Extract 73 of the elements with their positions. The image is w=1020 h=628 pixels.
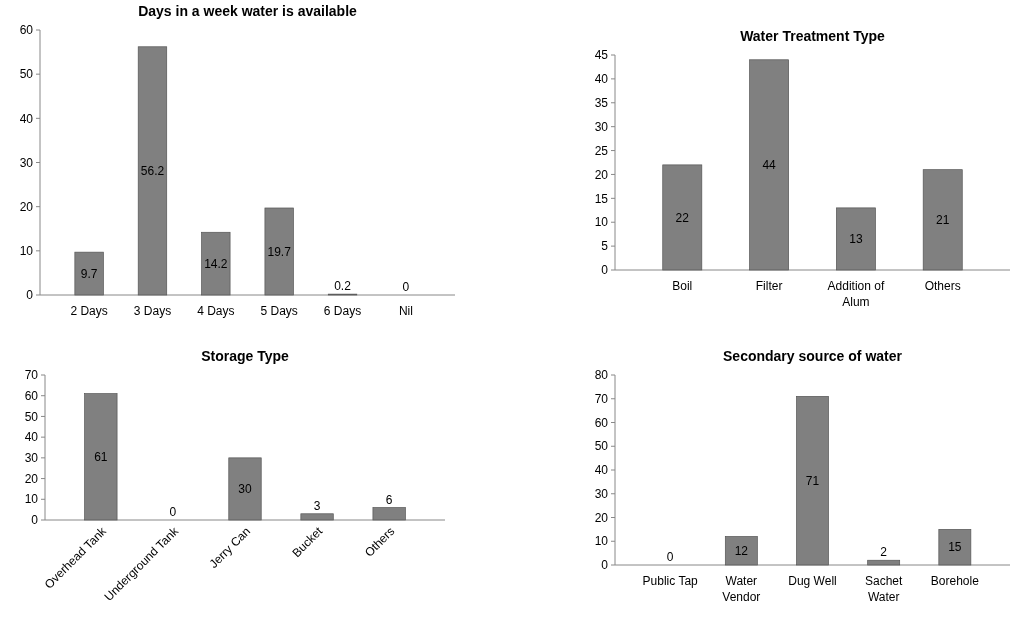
- y-tick-label: 50: [19, 67, 34, 82]
- data-label: 9.7: [80, 266, 98, 281]
- y-tick-label: 70: [594, 391, 609, 406]
- y-tick-label: 25: [594, 143, 609, 158]
- data-label: 13: [849, 232, 863, 247]
- x-tick-label: 2 Days: [70, 304, 108, 318]
- x-tick-label: Others: [924, 279, 961, 293]
- y-tick-label: 20: [594, 510, 609, 525]
- data-label: 61: [94, 450, 108, 465]
- data-label: 3: [313, 498, 321, 513]
- y-tick-label: 0: [601, 558, 609, 573]
- data-label: 12: [734, 543, 749, 558]
- y-tick-label: 40: [594, 72, 609, 87]
- data-label: 22: [675, 210, 690, 225]
- y-tick-label: 20: [24, 471, 39, 486]
- x-tick-label: Public Tap: [642, 574, 699, 588]
- data-label: 0: [169, 505, 177, 520]
- y-tick-label: 10: [24, 492, 39, 507]
- data-label: 0.2: [334, 279, 352, 294]
- x-tick-label: Dug Well: [788, 574, 837, 588]
- y-tick-label: 0: [31, 513, 39, 528]
- chart-title: Secondary source of water: [723, 348, 903, 364]
- chart-title: Water Treatment Type: [740, 28, 886, 44]
- data-label: 56.2: [140, 164, 165, 179]
- y-tick-label: 30: [19, 155, 34, 170]
- y-tick-label: 35: [594, 95, 609, 110]
- y-tick-label: 30: [594, 486, 609, 501]
- data-label: 2: [880, 545, 888, 560]
- y-tick-label: 60: [594, 415, 609, 430]
- y-tick-label: 20: [594, 167, 609, 182]
- x-tick-label: Borehole: [930, 574, 980, 588]
- x-tick-label: Nil: [398, 304, 413, 318]
- y-tick-label: 30: [24, 451, 39, 466]
- data-label: 30: [238, 482, 252, 497]
- chart-title: Storage Type: [201, 348, 290, 364]
- data-label: 19.7: [267, 244, 292, 259]
- x-tick-label: Addition of Alum: [827, 279, 885, 309]
- x-tick-label: Sachet Water: [864, 574, 904, 604]
- x-tick-label: 4 Days: [197, 304, 235, 318]
- y-tick-label: 10: [594, 215, 609, 230]
- y-tick-label: 40: [24, 430, 39, 445]
- x-tick-label: 3 Days: [133, 304, 172, 318]
- data-label: 6: [385, 492, 393, 507]
- data-label: 14.2: [204, 256, 228, 271]
- y-tick-label: 10: [19, 244, 34, 259]
- data-label: 0: [666, 550, 674, 565]
- y-tick-label: 40: [19, 111, 34, 126]
- x-tick-label: Filter: [755, 279, 783, 293]
- y-tick-label: 50: [594, 439, 609, 454]
- x-tick-label: Boil: [672, 279, 693, 293]
- y-tick-label: 30: [594, 119, 609, 134]
- y-tick-label: 0: [26, 288, 34, 303]
- y-tick-label: 50: [24, 409, 39, 424]
- data-label: 0: [402, 280, 410, 295]
- data-label: 15: [948, 540, 962, 555]
- y-tick-label: 10: [594, 534, 609, 549]
- y-tick-label: 5: [601, 239, 609, 254]
- y-tick-label: 80: [594, 368, 609, 383]
- data-label: 44: [762, 158, 777, 173]
- x-tick-label: 5 Days: [260, 304, 298, 318]
- data-label: 71: [805, 473, 820, 488]
- chart-title: Days in a week water is available: [138, 3, 358, 19]
- y-tick-label: 70: [24, 368, 39, 383]
- x-tick-label: Water Vendor: [722, 574, 761, 604]
- x-tick-label: 6 Days: [323, 304, 362, 318]
- y-tick-label: 40: [594, 463, 609, 478]
- y-tick-label: 15: [594, 191, 609, 206]
- y-tick-label: 60: [19, 23, 34, 38]
- y-tick-label: 0: [601, 263, 609, 278]
- y-tick-label: 20: [19, 199, 34, 214]
- data-label: 21: [936, 213, 950, 228]
- y-tick-label: 60: [24, 388, 39, 403]
- y-tick-label: 45: [594, 48, 609, 63]
